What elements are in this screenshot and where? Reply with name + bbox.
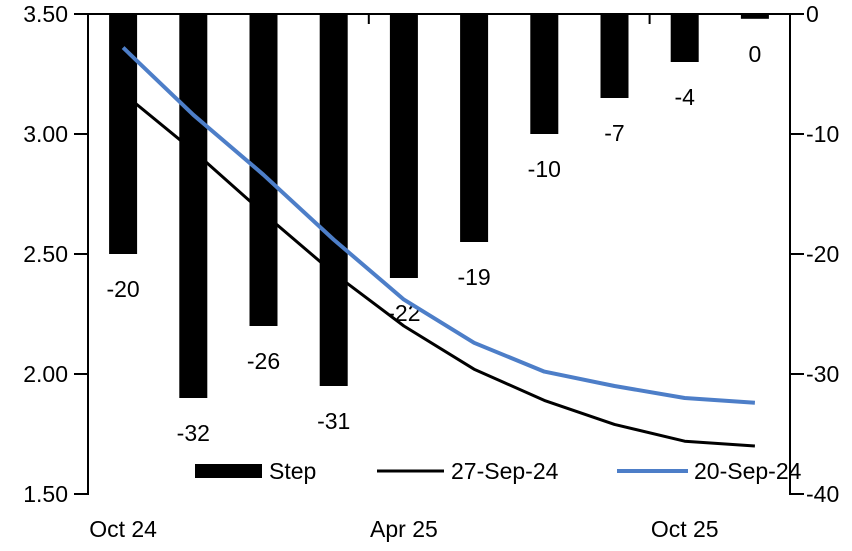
legend-label: Step xyxy=(269,458,316,484)
step-bar xyxy=(460,14,489,242)
step-bar xyxy=(670,14,699,62)
right-axis-tick-label: -10 xyxy=(806,121,839,147)
bar-value-label: -4 xyxy=(674,84,695,110)
step-bar xyxy=(530,14,559,134)
x-axis-label: Oct 25 xyxy=(651,516,719,542)
bar-value-label: -31 xyxy=(317,408,350,434)
legend-label: 20-Sep-24 xyxy=(694,458,802,484)
step-bar xyxy=(319,14,348,386)
left-axis-tick-label: 2.50 xyxy=(23,241,68,267)
right-axis-tick-label: -30 xyxy=(806,361,839,387)
step-bar xyxy=(600,14,629,98)
bar-value-label: -7 xyxy=(604,120,624,146)
legend-swatch-bar xyxy=(195,464,262,478)
left-axis-tick-label: 3.00 xyxy=(23,121,68,147)
series-line-20-sep-24 xyxy=(121,46,756,405)
bar-value-label: -26 xyxy=(247,348,280,374)
legend-label: 27-Sep-24 xyxy=(451,458,559,484)
bar-value-label: -10 xyxy=(528,156,561,182)
bar-value-label: -32 xyxy=(177,420,210,446)
step-bar xyxy=(249,14,278,326)
left-axis-tick-label: 3.50 xyxy=(23,1,68,27)
step-bar xyxy=(179,14,208,398)
step-bar xyxy=(389,14,418,278)
series-line-27-sep-24 xyxy=(122,92,756,448)
step-bar xyxy=(740,14,769,19)
left-axis-tick-label: 2.00 xyxy=(23,361,68,387)
bar-value-label: 0 xyxy=(749,41,762,67)
right-axis-tick-label: 0 xyxy=(806,1,819,27)
x-axis-label: Apr 25 xyxy=(370,516,438,542)
bar-value-label: -19 xyxy=(457,264,490,290)
bar-value-label: -22 xyxy=(387,300,420,326)
right-axis-tick-label: -20 xyxy=(806,241,839,267)
bar-value-label: -20 xyxy=(106,276,139,302)
right-axis-tick-label: -40 xyxy=(806,481,839,507)
left-axis-tick-label: 1.50 xyxy=(23,481,68,507)
x-axis-label: Oct 24 xyxy=(89,516,157,542)
